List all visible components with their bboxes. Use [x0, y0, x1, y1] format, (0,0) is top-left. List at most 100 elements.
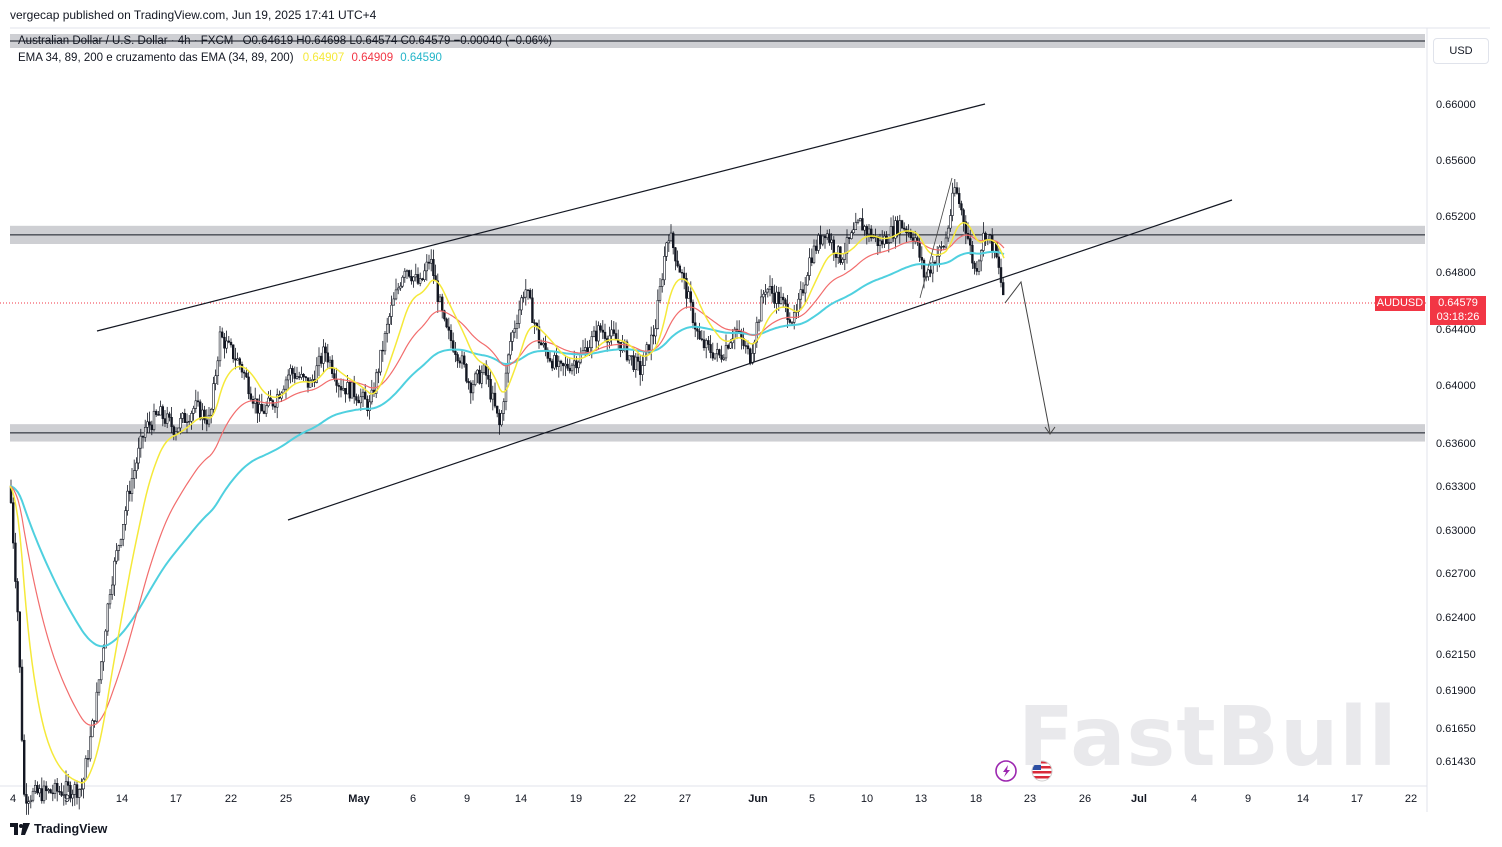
candle [319, 352, 323, 368]
candle-body [166, 413, 169, 424]
candle-body [751, 353, 754, 364]
candle-body [814, 245, 818, 251]
candle-body [67, 781, 70, 786]
price-tick-label: 0.62400 [1436, 612, 1476, 624]
candle-body [399, 285, 402, 289]
candle [212, 376, 215, 414]
candle [858, 217, 862, 222]
candle [190, 410, 193, 430]
candle [214, 369, 217, 391]
candle-body [60, 791, 63, 796]
candle [526, 289, 530, 300]
candle [146, 412, 149, 434]
candle [71, 789, 74, 807]
candle-body [40, 788, 44, 802]
candle [139, 428, 142, 458]
candle [627, 355, 631, 364]
time-tick-label: 22 [225, 793, 237, 805]
candle-body [308, 380, 312, 388]
ohlc-values: O0.64619 H0.64698 L0.64574 C0.64579 −0.0… [242, 35, 553, 47]
symbol-name[interactable]: Australian Dollar / U.S. Dollar · 4h · F… [18, 35, 234, 47]
symbol-legend[interactable]: Australian Dollar / U.S. Dollar · 4h · F… [18, 35, 552, 47]
candle-body [159, 406, 162, 416]
candle-body [566, 363, 569, 369]
candle-body [647, 344, 651, 353]
candle [236, 352, 239, 361]
candle-body [385, 323, 389, 334]
candle-body [113, 560, 116, 586]
candle-body [47, 789, 50, 792]
candle-body [163, 418, 167, 424]
candle-body [696, 328, 699, 332]
time-tick-label: 14 [515, 793, 527, 805]
candle [819, 225, 822, 249]
candle-body [572, 360, 576, 366]
candle-body [181, 412, 184, 419]
candle [861, 208, 864, 231]
candle [350, 381, 354, 399]
candle-body [115, 550, 118, 562]
candle-body [612, 329, 616, 334]
candle-body [29, 799, 32, 803]
candle [133, 459, 136, 489]
candle-body [249, 393, 252, 400]
candle-body [291, 368, 294, 374]
candle-body [150, 424, 153, 431]
candle [216, 356, 219, 385]
candle [454, 341, 457, 363]
candle-body [256, 398, 259, 414]
candle-body [315, 365, 318, 383]
candle [137, 437, 140, 470]
candle-body [687, 291, 690, 299]
candle-body [73, 784, 77, 795]
candle [163, 410, 167, 428]
price-axis-labels: 0.66000 0.65600 0.65200 0.64800 0.64400 0.640… [1436, 99, 1476, 768]
candle [638, 354, 642, 386]
time-tick-label: 5 [809, 793, 815, 805]
candle-body [394, 289, 398, 300]
candle-body [337, 385, 340, 387]
candle [605, 335, 609, 352]
us-flag-icon[interactable] [1031, 760, 1053, 782]
candle-body [350, 381, 354, 399]
candle-body [157, 414, 160, 416]
flash-icon[interactable] [995, 760, 1017, 782]
candle [456, 352, 459, 368]
candle [264, 401, 268, 417]
candle [559, 359, 563, 372]
candle [157, 410, 160, 416]
candle [251, 395, 255, 409]
candle-body [502, 401, 505, 414]
candle [920, 246, 924, 270]
candle-body [656, 300, 660, 329]
indicator-name[interactable]: EMA 34, 89, 200 e cruzamento das EMA (34… [18, 52, 294, 64]
candle-body [544, 342, 547, 351]
support-resistance-zones [10, 34, 1425, 442]
candle-body [62, 794, 66, 796]
candle-body [388, 316, 391, 325]
candle-body [902, 227, 906, 230]
candle [944, 231, 948, 249]
candle [20, 659, 24, 743]
candle-body [632, 355, 635, 370]
candle [502, 398, 505, 421]
candle [636, 351, 640, 371]
candle-body [225, 340, 228, 349]
candle [82, 777, 85, 799]
candle-body [454, 350, 457, 355]
candle-body [491, 392, 494, 400]
candle [630, 355, 633, 366]
candle [489, 371, 492, 403]
candle-body [108, 594, 112, 605]
candle [883, 231, 886, 248]
candle [836, 245, 840, 264]
tradingview-footer[interactable]: TradingView [10, 822, 107, 836]
candle-body [91, 720, 94, 738]
candle-body [139, 435, 142, 449]
indicator-legend[interactable]: EMA 34, 89, 200 e cruzamento das EMA (34… [18, 52, 442, 64]
currency-selector[interactable]: USD [1433, 38, 1489, 64]
candle [100, 661, 103, 684]
candle [854, 212, 858, 230]
candle [957, 187, 961, 208]
